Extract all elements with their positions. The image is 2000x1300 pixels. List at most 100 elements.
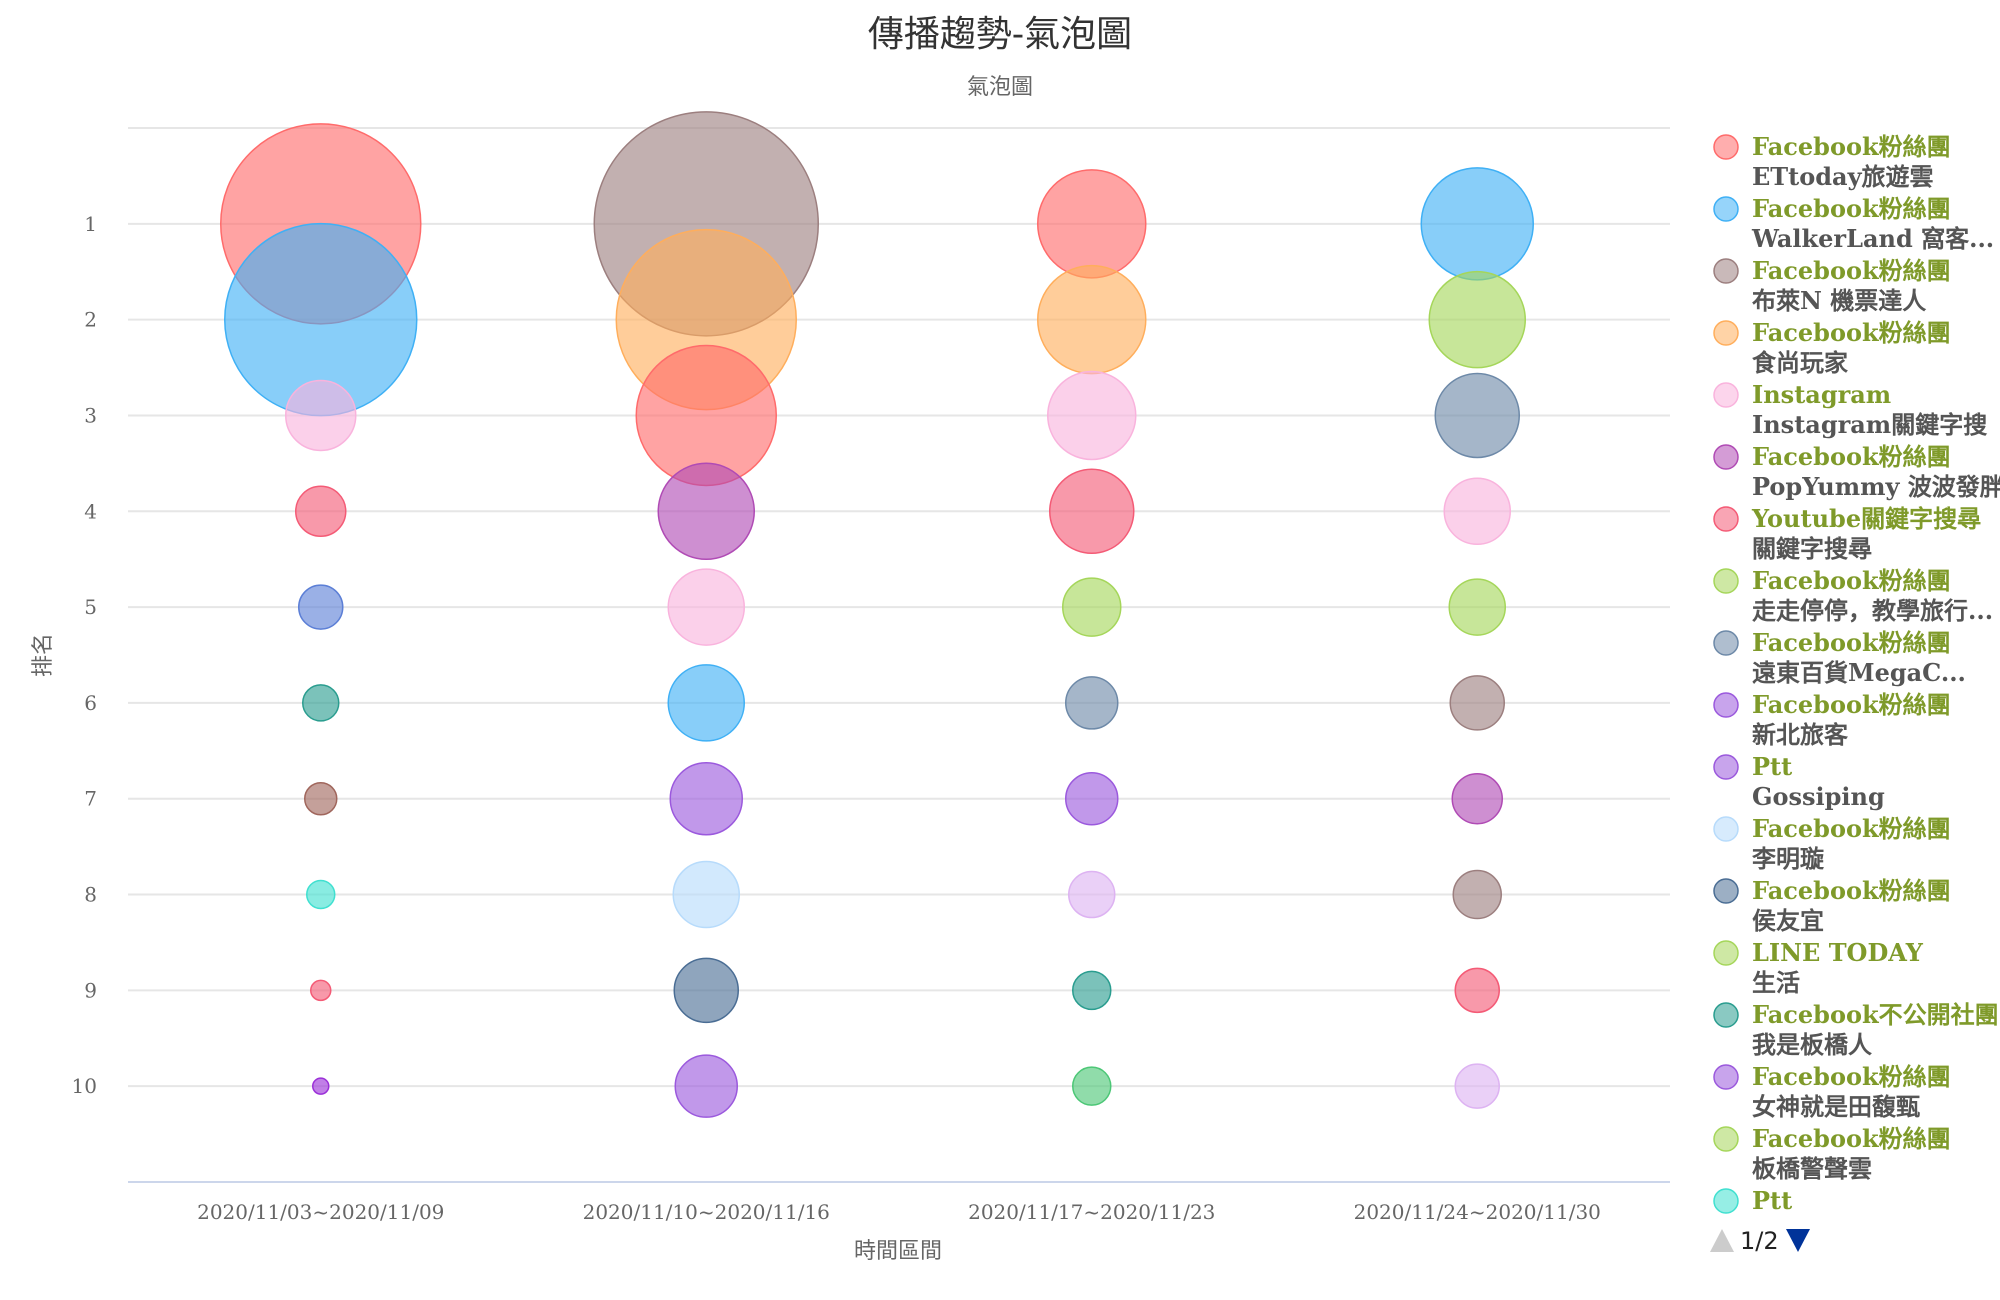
bubble[interactable]	[1420, 167, 1534, 281]
legend-name: 侯友宜	[1752, 906, 1824, 935]
y-axis-title: 排名	[31, 633, 56, 677]
bubble[interactable]	[667, 664, 745, 742]
legend-source: Facebook粉絲團	[1752, 318, 1951, 347]
bubble[interactable]	[285, 379, 357, 452]
bubble[interactable]	[657, 462, 755, 561]
legend-marker	[1713, 196, 1739, 222]
bubble[interactable]	[295, 485, 347, 538]
y-tick-label: 5	[84, 595, 97, 619]
legend-marker	[1713, 1064, 1739, 1090]
legend-name: 我是板橋人	[1752, 1030, 1872, 1059]
legend-source: Facebook粉絲團	[1752, 1124, 1951, 1153]
y-tick-label: 10	[72, 1074, 97, 1098]
legend-source: LINE TODAY	[1752, 938, 1924, 967]
bubble[interactable]	[1037, 169, 1147, 279]
chart-subtitle: 氣泡圖	[967, 75, 1033, 100]
legend-source: Facebook粉絲團	[1752, 628, 1951, 657]
legend-source: Facebook粉絲團	[1752, 132, 1951, 161]
x-axis-title: 時間區間	[854, 1239, 942, 1264]
pager-up-arrow[interactable]	[1710, 1229, 1734, 1252]
bubble[interactable]	[1428, 270, 1526, 369]
x-tick-label: 2020/11/24~2020/11/30	[1354, 1200, 1601, 1224]
legend-marker	[1713, 940, 1739, 966]
legend-marker	[1713, 506, 1739, 532]
pager-down-arrow[interactable]	[1786, 1229, 1810, 1252]
bubble[interactable]	[1062, 577, 1122, 637]
legend-name: PopYummy 波波發胖	[1752, 472, 2000, 501]
y-tick-label: 2	[84, 308, 97, 332]
legend-name: 食尚玩家	[1752, 348, 1848, 377]
legend-name: ETtoday旅遊雲	[1752, 162, 1934, 191]
bubble[interactable]	[1072, 970, 1112, 1011]
legend-marker	[1713, 320, 1739, 346]
bubble[interactable]	[298, 584, 344, 630]
bubble[interactable]	[312, 1077, 330, 1095]
legend-name: 關鍵字搜尋	[1752, 534, 1872, 563]
bubble[interactable]	[1451, 772, 1503, 825]
legend-name: 板橋警聲雲	[1752, 1154, 1872, 1183]
bubble[interactable]	[1047, 370, 1137, 461]
bubble[interactable]	[310, 979, 332, 1002]
y-tick-label: 1	[84, 212, 97, 236]
bubble[interactable]	[1065, 676, 1119, 730]
legend-marker	[1713, 258, 1739, 284]
bubbles-layer	[220, 111, 1534, 1118]
legend-marker	[1713, 134, 1739, 160]
bubble[interactable]	[672, 860, 740, 929]
legend-item[interactable]: Ptt	[1713, 1186, 1792, 1215]
bubble[interactable]	[1072, 1066, 1112, 1106]
legend: Facebook粉絲團ETtoday旅遊雲Facebook粉絲團WalkerLa…	[1713, 132, 2000, 1215]
bubble[interactable]	[1454, 1063, 1500, 1109]
legend-source: Facebook粉絲團	[1752, 256, 1951, 285]
legend-pager: 1/2	[1710, 1227, 1810, 1255]
y-tick-label: 9	[84, 978, 97, 1002]
bubble[interactable]	[304, 781, 338, 816]
pager-label: 1/2	[1740, 1227, 1779, 1255]
bubble[interactable]	[306, 879, 336, 910]
bubble[interactable]	[673, 957, 739, 1024]
bubble[interactable]	[669, 761, 743, 836]
legend-marker	[1713, 1002, 1739, 1028]
bubble[interactable]	[1434, 372, 1520, 459]
legend-source: Facebook粉絲團	[1752, 194, 1951, 223]
legend-marker	[1713, 816, 1739, 842]
bubble[interactable]	[1443, 477, 1511, 546]
legend-name: 遠東百貨MegaC...	[1752, 658, 1966, 687]
bubble[interactable]	[1454, 967, 1500, 1014]
bubble[interactable]	[1449, 675, 1505, 731]
y-tick-label: 3	[84, 403, 97, 427]
y-tick-label: 6	[84, 691, 97, 715]
bubble[interactable]	[1049, 468, 1135, 555]
legend-name: 李明璇	[1752, 844, 1824, 873]
bubble[interactable]	[667, 568, 745, 646]
legend-item[interactable]: Facebook粉絲團遠東百貨MegaC...	[1713, 628, 1966, 687]
bubble[interactable]	[1448, 578, 1506, 636]
bubble[interactable]	[1037, 264, 1147, 375]
legend-item[interactable]: Facebook粉絲團走走停停，教學旅行...	[1713, 566, 1993, 625]
legend-name: WalkerLand 窩客...	[1751, 224, 1994, 253]
bubble[interactable]	[302, 684, 340, 722]
legend-name: Gossiping	[1752, 782, 1885, 811]
legend-marker	[1713, 1188, 1739, 1214]
bubble[interactable]	[1452, 869, 1502, 920]
bubble[interactable]	[1068, 870, 1116, 919]
bubble[interactable]	[674, 1054, 738, 1118]
legend-source: Instagram	[1752, 380, 1891, 409]
bubble[interactable]	[1065, 771, 1119, 826]
legend-marker	[1713, 568, 1739, 594]
